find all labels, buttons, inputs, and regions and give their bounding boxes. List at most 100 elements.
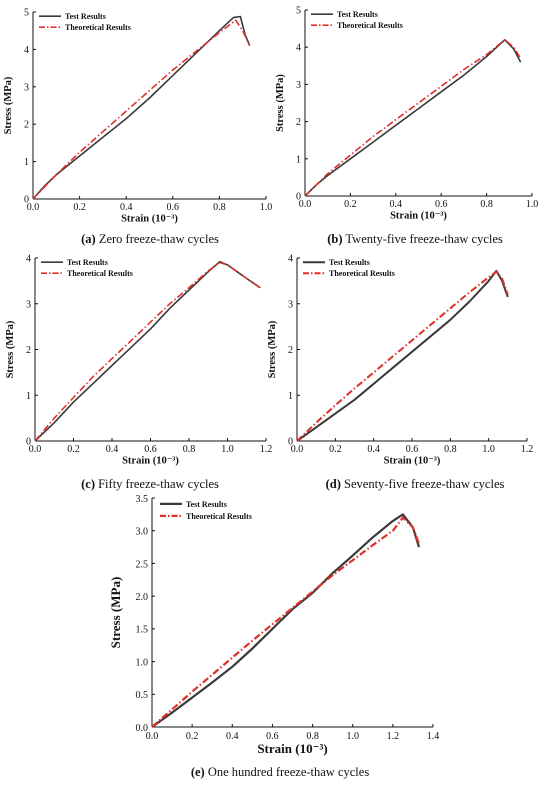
x-tick-label: 0.2: [344, 199, 357, 210]
y-tick-label: 1: [24, 157, 29, 168]
legend: Test Results Theoretical Results: [39, 12, 131, 32]
caption-a: (a) Zero freeze-thaw cycles: [20, 232, 280, 247]
y-axis-label: Stress (MPa): [5, 320, 16, 378]
x-tick-label: 0.4: [106, 444, 119, 455]
x-tick-label: 0.4: [367, 444, 380, 455]
caption-c-text: Fifty freeze-thaw cycles: [98, 477, 219, 491]
y-tick-label: 4: [24, 45, 29, 56]
caption-d-text: Seventy-five freeze-thaw cycles: [344, 477, 505, 491]
y-tick-label: 4: [26, 254, 31, 265]
x-tick-label: 0.2: [67, 444, 80, 455]
x-axis-label: Strain (10⁻³): [390, 211, 447, 222]
y-tick-label: 0: [26, 437, 31, 448]
x-tick-label: 1.0: [526, 199, 539, 210]
y-tick-label: 5: [296, 6, 301, 17]
legend-label: Test Results: [67, 258, 108, 267]
y-tick-label: 5: [24, 8, 29, 19]
x-tick-label: 0.4: [226, 731, 239, 742]
x-tick-label: 1.0: [221, 444, 234, 455]
legend-label: Theoretical Results: [337, 21, 403, 30]
y-axis-label: Stress (MPa): [267, 320, 278, 378]
x-tick-label: 0.0: [29, 444, 42, 455]
x-tick-label: 0.2: [329, 444, 342, 455]
x-tick-label: 0.6: [167, 202, 180, 213]
legend: Test Results Theoretical Results: [41, 258, 133, 278]
legend-label: Theoretical Results: [186, 512, 252, 521]
caption-a-letter: (a): [81, 232, 96, 246]
y-tick-label: 1: [288, 391, 293, 402]
caption-b-letter: (b): [327, 232, 343, 246]
series-line-theoretical: [32, 19, 251, 200]
caption-d-letter: (d): [325, 477, 341, 491]
series-line-theoretical: [34, 261, 261, 442]
x-tick-label: 1.2: [521, 444, 534, 455]
x-tick-label: 0.4: [390, 199, 403, 210]
y-tick-label: 3.0: [136, 527, 149, 538]
x-tick-label: 0.8: [183, 444, 196, 455]
x-tick-label: 0.6: [144, 444, 157, 455]
y-tick-label: 2: [24, 120, 29, 131]
legend-label: Test Results: [65, 12, 106, 21]
legend-label: Theoretical Results: [329, 269, 395, 278]
y-tick-label: 0.5: [136, 690, 149, 701]
caption-a-text: Zero freeze-thaw cycles: [98, 232, 219, 246]
y-axis-label: Stress (MPa): [108, 577, 123, 649]
caption-e-text: One hundred freeze-thaw cycles: [207, 765, 370, 779]
chart-panel-e: 0.0 0.2 0.4 0.6 0.8 1.0 1.2 1.4 0.0 0.5 1.0 1.5 2.0 2…: [108, 494, 439, 756]
y-tick-label: 1: [296, 154, 301, 165]
series-line-test: [296, 269, 509, 442]
y-tick-label: 0: [288, 437, 293, 448]
y-tick-label: 2.0: [136, 592, 149, 603]
y-tick-label: 2: [26, 345, 31, 356]
y-tick-label: 2: [288, 345, 293, 356]
series-line-theoretical: [304, 38, 522, 197]
x-tick-label: 0.2: [186, 731, 199, 742]
x-tick-label: 1.2: [387, 731, 400, 742]
y-tick-label: 1: [26, 391, 31, 402]
x-axis-label: Strain (10⁻³): [122, 456, 179, 467]
x-tick-label: 0.8: [444, 444, 457, 455]
x-tick-label: 0.8: [213, 202, 226, 213]
x-tick-label: 1.0: [482, 444, 495, 455]
legend-label: Test Results: [337, 10, 378, 19]
series-line-theoretical: [296, 270, 509, 442]
y-tick-label: 3: [26, 299, 31, 310]
legend-label: Test Results: [186, 500, 227, 509]
series-line-test: [151, 513, 421, 728]
x-tick-label: 0.6: [406, 444, 419, 455]
caption-d: (d) Seventy-five freeze-thaw cycles: [290, 477, 540, 492]
x-tick-label: 0.0: [291, 444, 304, 455]
chart-panel-b: 0.0 0.2 0.4 0.6 0.8 1.0 0 1 2 3 4 5 Strain (10⁻³) Str…: [275, 6, 538, 222]
x-tick-label: 0.8: [480, 199, 493, 210]
y-tick-label: 0.0: [136, 723, 149, 734]
y-tick-label: 1.0: [136, 657, 149, 668]
caption-e-letter: (e): [190, 765, 205, 779]
legend-label: Theoretical Results: [65, 23, 131, 32]
y-tick-label: 3: [24, 82, 29, 93]
legend: Test Results Theoretical Results: [311, 10, 403, 30]
x-tick-label: 0.0: [299, 199, 312, 210]
y-tick-label: 3.5: [136, 494, 149, 505]
x-tick-label: 0.0: [27, 202, 40, 213]
y-axis-label: Stress (MPa): [275, 74, 286, 132]
y-axis-label: Stress (MPa): [3, 76, 14, 134]
caption-c-letter: (c): [81, 477, 95, 491]
x-tick-label: 1.2: [260, 444, 273, 455]
y-tick-label: 3: [296, 80, 301, 91]
series-line-test: [34, 260, 261, 442]
y-tick-label: 0: [24, 195, 29, 206]
x-tick-label: 0.0: [146, 731, 159, 742]
x-tick-label: 1.4: [427, 731, 440, 742]
y-tick-label: 4: [296, 43, 301, 54]
legend-label: Theoretical Results: [67, 269, 133, 278]
x-tick-label: 0.6: [266, 731, 279, 742]
series-line-test: [32, 15, 251, 200]
series-line-test: [304, 38, 522, 197]
y-tick-label: 1.5: [136, 625, 149, 636]
chart-panel-c: 0.0 0.2 0.4 0.6 0.8 1.0 1.2 0 1 2 3 4 Strain (10⁻³) S…: [5, 254, 272, 467]
x-tick-label: 0.6: [435, 199, 448, 210]
caption-b-text: Twenty-five freeze-thaw cycles: [345, 232, 503, 246]
chart-panel-a: 0.0 0.2 0.4 0.6 0.8 1.0 0 1 2 3 4 5 Strain (10⁻³) Str…: [3, 8, 272, 225]
x-tick-label: 0.4: [120, 202, 133, 213]
